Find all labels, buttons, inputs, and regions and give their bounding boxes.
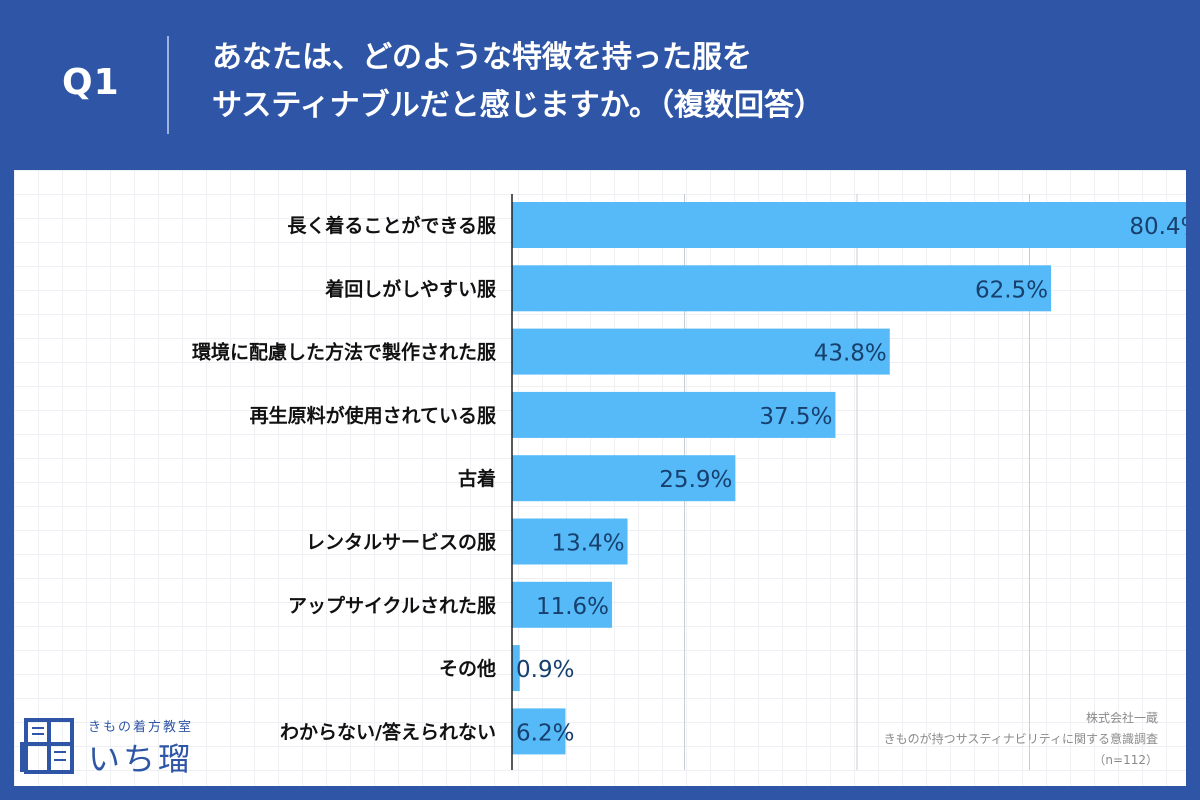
category-label: 着回しがしやすい服 — [325, 277, 497, 300]
category-label: 再生原料が使用されている服 — [250, 404, 497, 427]
chart-panel: 長く着ることができる服 80.4% 着回しがしやすい服 62.5% 環境に配慮した方法で… — [14, 170, 1186, 786]
value-label: 11.6% — [536, 594, 609, 620]
category-label: わからない/答えられない — [280, 720, 496, 743]
category-label: 長く着ることができる服 — [287, 214, 497, 237]
category-label: 古着 — [458, 467, 496, 490]
value-label: 43.8% — [814, 341, 887, 367]
logo-title: いち瑠 — [88, 740, 194, 778]
bar — [512, 455, 736, 502]
source-sample: （n=112） — [1093, 753, 1158, 767]
bar — [512, 708, 566, 755]
bar — [512, 202, 1186, 248]
bar — [512, 518, 628, 565]
bar — [512, 391, 836, 438]
source-survey: きものが持つサスティナビリティに関する意識調査 — [883, 732, 1158, 746]
value-label: 37.5% — [759, 404, 832, 430]
category-label: アップサイクルされた服 — [288, 594, 497, 617]
bar-chart: 長く着ることができる服 80.4% 着回しがしやすい服 62.5% 環境に配慮した方法で… — [192, 194, 1186, 770]
value-label: 13.4% — [551, 531, 624, 557]
question-number: Q1 — [62, 62, 120, 103]
value-label: 0.9% — [516, 657, 574, 683]
ichiru-logo-mark-icon — [20, 718, 74, 774]
source-note: 株式会社一蔵 きものが持つサスティナビリティに関する意識調査 （n=112） — [884, 708, 1158, 771]
question-title-line1: あなたは、どのような特徴を持った服を — [212, 40, 752, 75]
source-company: 株式会社一蔵 — [1085, 711, 1158, 725]
question-title: あなたは、どのような特徴を持った服を サスティナブルだと感じますか。（複数回答） — [212, 34, 1172, 130]
question-title-line2: サスティナブルだと感じますか。（複数回答） — [212, 88, 824, 123]
category-label: 環境に配慮した方法で製作された服 — [192, 341, 497, 364]
header-divider — [167, 36, 169, 134]
bar — [512, 265, 1052, 312]
question-header: Q1 あなたは、どのような特徴を持った服を サスティナブルだと感じますか。（複数… — [0, 0, 1200, 170]
value-label: 25.9% — [659, 467, 732, 493]
ichiru-logo: きもの着方教室 いち瑠 — [20, 708, 220, 778]
logo-subtitle: きもの着方教室 — [88, 720, 194, 735]
bar — [512, 328, 890, 375]
bar — [512, 581, 613, 628]
value-label: 80.4% — [1129, 214, 1186, 240]
bar — [512, 645, 520, 692]
value-label: 6.2% — [516, 720, 574, 746]
category-label: レンタルサービスの服 — [306, 532, 497, 554]
category-label: その他 — [439, 657, 496, 680]
value-label: 62.5% — [975, 277, 1048, 303]
